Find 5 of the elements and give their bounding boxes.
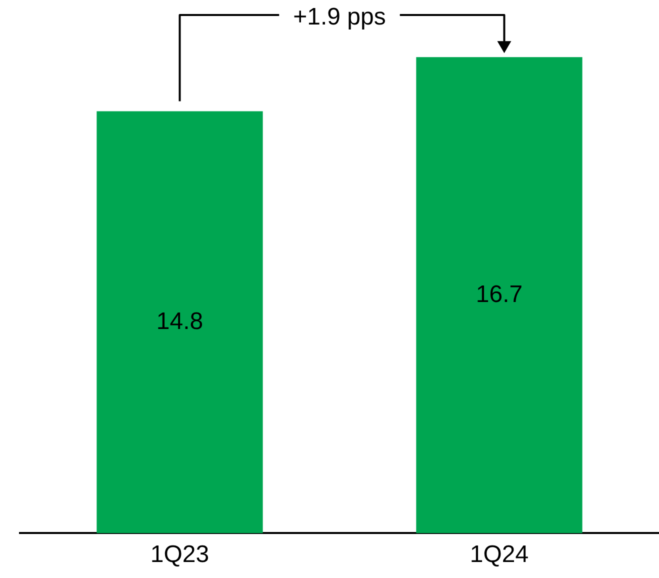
x-tick-label: 1Q23 [150,541,210,568]
x-tick-label: 1Q24 [470,541,529,568]
text: +1.9 pps [293,4,386,31]
data-label: 14.8 [156,308,204,335]
data-label: 16.7 [476,280,523,308]
